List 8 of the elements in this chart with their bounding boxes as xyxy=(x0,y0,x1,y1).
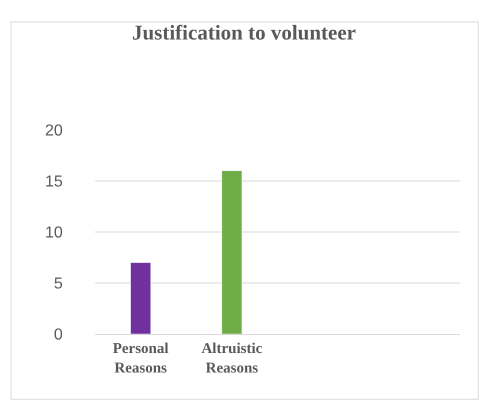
y-tick-label: 10 xyxy=(45,224,63,242)
y-tick-label: 15 xyxy=(45,174,63,191)
chart-title: Justification to volunteer xyxy=(132,20,356,45)
x-tick-label: Altruistic Reasons xyxy=(201,341,263,376)
y-tick-label: 20 xyxy=(45,122,63,140)
y-tick-label: 5 xyxy=(54,276,63,293)
x-tick-label: Personal Reasons xyxy=(112,341,169,376)
y-tick-label: 0 xyxy=(54,326,63,344)
